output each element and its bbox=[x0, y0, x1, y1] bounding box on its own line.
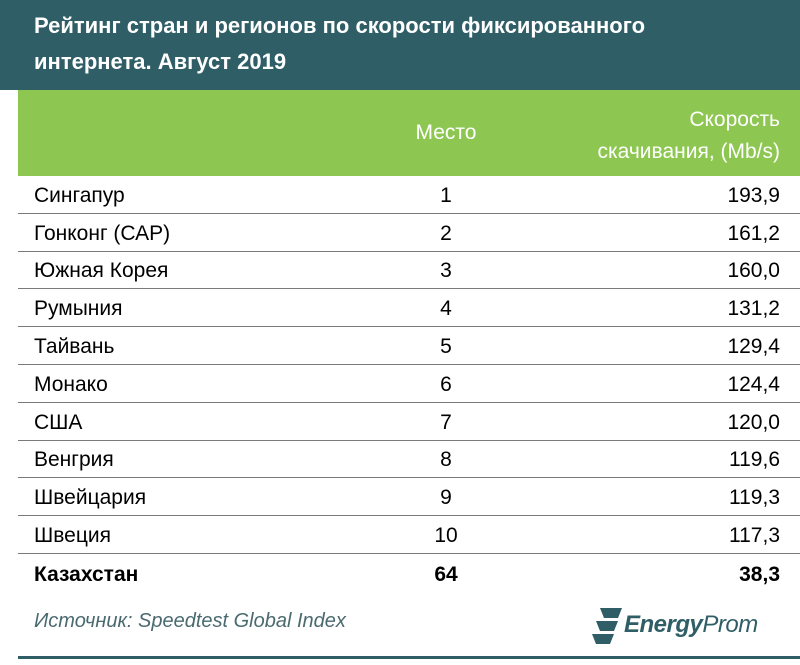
cell-place: 7 bbox=[440, 410, 452, 434]
header-place: Место bbox=[415, 121, 477, 144]
cell-place: 8 bbox=[440, 448, 452, 472]
page-title-line-2: интернета. Август 2019 bbox=[34, 49, 287, 74]
cell-country: Гонконг (САР) bbox=[34, 221, 171, 245]
energyprom-logo: EnergyProm bbox=[590, 604, 790, 648]
energyprom-logo-icon bbox=[592, 608, 622, 644]
cell-speed: 124,4 bbox=[727, 372, 780, 396]
cell-speed: 193,9 bbox=[727, 183, 780, 207]
table-row: Монако 6 124,4 bbox=[18, 365, 800, 403]
cell-speed: 120,0 bbox=[727, 410, 780, 434]
cell-place: 6 bbox=[440, 372, 452, 396]
table-row: США 7 120,0 bbox=[18, 403, 800, 441]
cell-place: 2 bbox=[440, 221, 452, 245]
cell-place: 10 bbox=[434, 523, 458, 547]
cell-country: Монако bbox=[34, 372, 108, 396]
table-row: Сингапур 1 193,9 bbox=[18, 176, 800, 214]
table-row: Швеция 10 117,3 bbox=[18, 516, 800, 554]
cell-speed: 129,4 bbox=[727, 334, 780, 358]
cell-country: Швеция bbox=[34, 523, 111, 547]
footer: Источник: Speedtest Global Index EnergyP… bbox=[0, 600, 800, 665]
page-title-line-1: Рейтинг стран и регионов по скорости фик… bbox=[34, 13, 646, 38]
table-row: Казахстан 64 38,3 bbox=[18, 554, 800, 592]
header-speed-line-1: Скорость bbox=[689, 108, 780, 131]
cell-speed: 160,0 bbox=[727, 259, 780, 283]
cell-speed: 38,3 bbox=[739, 562, 780, 586]
logo-text: EnergyProm bbox=[624, 611, 758, 639]
cell-country: Венгрия bbox=[34, 448, 114, 472]
cell-place: 3 bbox=[440, 259, 452, 283]
header-speed-line-2: скачивания, (Mb/s) bbox=[597, 140, 781, 163]
cell-country: Тайвань bbox=[34, 334, 115, 358]
table-row: Румыния 4 131,2 bbox=[18, 289, 800, 328]
table-row: Южная Корея 3 160,0 bbox=[18, 252, 800, 290]
header-speed: Скорость скачивания, (Mb/s) bbox=[498, 104, 781, 168]
cell-country: Казахстан bbox=[34, 562, 139, 586]
bottom-rule bbox=[18, 656, 800, 659]
table-body: Сингапур 1 193,9 Гонконг (САР) 2 161,2 Южная К… bbox=[18, 176, 800, 592]
cell-country: Южная Корея bbox=[34, 259, 169, 283]
logo-text-thin: Prom bbox=[702, 611, 758, 638]
source-note: Источник: Speedtest Global Index bbox=[34, 610, 346, 632]
cell-speed: 119,3 bbox=[729, 486, 780, 510]
cell-place: 64 bbox=[434, 562, 458, 586]
cell-place: 9 bbox=[440, 486, 452, 510]
cell-place: 4 bbox=[440, 297, 452, 321]
table-row: Тайвань 5 129,4 bbox=[18, 327, 800, 365]
title-bar: Рейтинг стран и регионов по скорости фик… bbox=[0, 0, 800, 90]
table-row: Венгрия 8 119,6 bbox=[18, 441, 800, 479]
cell-country: Румыния bbox=[34, 297, 123, 321]
cell-speed: 117,3 bbox=[729, 523, 780, 547]
cell-speed: 119,6 bbox=[729, 448, 780, 472]
cell-speed: 161,2 bbox=[727, 221, 780, 245]
cell-country: Швейцария bbox=[34, 486, 147, 510]
cell-country: США bbox=[34, 410, 83, 434]
logo-text-bold: Energy bbox=[624, 611, 703, 638]
cell-country: Сингапур bbox=[34, 183, 125, 207]
table-row: Гонконг (САР) 2 161,2 bbox=[18, 214, 800, 252]
table-row: Швейцария 9 119,3 bbox=[18, 478, 800, 517]
cell-place: 5 bbox=[440, 334, 452, 358]
cell-place: 1 bbox=[440, 183, 452, 207]
table-header: Место Скорость скачивания, (Mb/s) bbox=[18, 90, 800, 176]
cell-speed: 131,2 bbox=[727, 297, 780, 321]
